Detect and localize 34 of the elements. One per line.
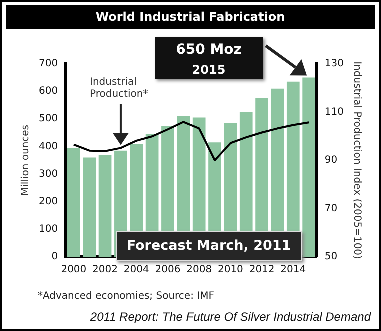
y-tick-label: 500	[38, 114, 58, 125]
y2-tick-label: 130	[324, 58, 344, 70]
y-axis-title: Million ounces	[20, 124, 32, 196]
x-tick-label: 2008	[186, 264, 212, 276]
y-tick-label: 700	[38, 58, 58, 70]
y-tick-label: 400	[38, 141, 58, 152]
y-tick-label: 300	[38, 168, 58, 180]
y2-axis-title: Industrial Production Index (2005=100)	[351, 62, 362, 260]
text: 650 Moz	[175, 41, 243, 60]
annotation: 2015	[191, 62, 227, 79]
x-tick-label: 2002	[92, 264, 118, 276]
y2-tick-label: 110	[324, 106, 344, 118]
annotation: Forecast March, 2011	[116, 231, 302, 261]
x-tick-label: 2000	[61, 264, 87, 276]
y-tick-label: 100	[38, 224, 58, 236]
y2-tick-label: 50	[324, 252, 338, 263]
x-tick-label: 2004	[124, 264, 150, 276]
x-tick-label: 2014	[280, 264, 306, 276]
bar	[68, 148, 80, 257]
x-tick-label: 2012	[249, 264, 275, 276]
bar	[83, 158, 96, 257]
bar	[98, 154, 112, 257]
y2-tick-label: 70	[324, 203, 338, 214]
y2-tick-label: 90	[324, 155, 338, 166]
y-tick-label: 0	[52, 252, 58, 263]
y-tick-label: 200	[38, 196, 58, 208]
chart-title: World Industrial Fabrication	[6, 5, 375, 29]
text: *Advanced economies; Source: IMF	[38, 291, 214, 302]
bar	[302, 78, 316, 257]
text: Industrial Production*	[90, 77, 150, 101]
x-tick-label: 2006	[155, 264, 181, 276]
y-tick-label: 600	[38, 86, 58, 98]
text: 2011 Report: The Future Of Silver Industrial Demand	[89, 310, 371, 324]
x-tick-label: 2010	[218, 264, 244, 276]
